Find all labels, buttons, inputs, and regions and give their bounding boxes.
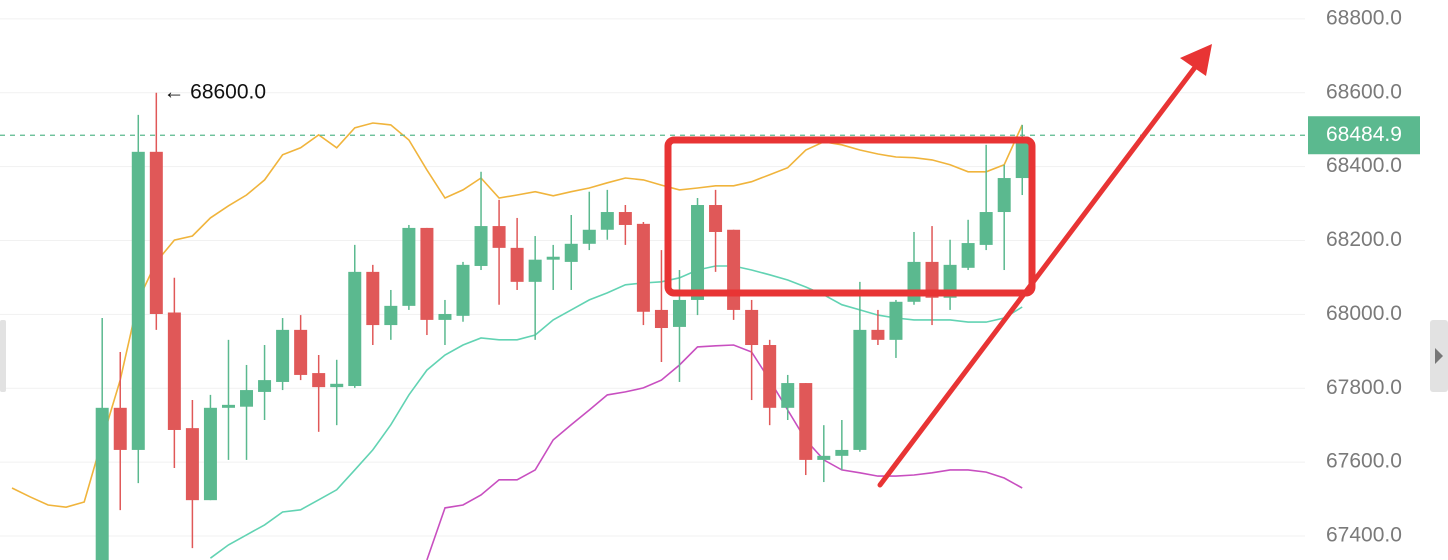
arrow-head: [1180, 44, 1212, 76]
annotation: ← 68600.0: [163, 80, 266, 103]
candle-body: [727, 229, 741, 310]
candle-body: [203, 407, 217, 501]
candle-body: [185, 428, 199, 501]
candle-body: [366, 271, 380, 326]
candle-body: [691, 205, 705, 300]
candle-body: [1015, 136, 1029, 179]
last-price-box: [1308, 116, 1420, 155]
y-tick-label: 68400.0: [1326, 154, 1402, 177]
candle-body: [835, 449, 849, 456]
candle-body: [474, 226, 488, 266]
indicator-line: [426, 344, 1023, 560]
grid: [0, 18, 1305, 537]
left-scroll-tab[interactable]: [0, 320, 6, 392]
candle-body: [420, 227, 434, 320]
y-tick-label: 67800.0: [1326, 376, 1402, 399]
y-tick-label: 67400.0: [1326, 524, 1402, 547]
candle-body: [510, 247, 524, 282]
candle-body: [925, 261, 939, 298]
candle-body: [456, 264, 470, 316]
candle-body: [294, 329, 308, 375]
right-scroll-icon: [1435, 348, 1443, 364]
candle-body: [492, 226, 506, 248]
y-tick-label: 68000.0: [1326, 302, 1402, 325]
candle-body: [871, 329, 885, 340]
candle-body: [889, 301, 903, 340]
candle-body: [564, 243, 578, 262]
candle-body: [221, 404, 235, 408]
y-tick-label: 68800.0: [1326, 6, 1402, 29]
candle-body: [979, 212, 993, 245]
candle-body: [113, 407, 127, 450]
indicator-line: [11, 122, 1023, 509]
candle-body: [402, 227, 416, 306]
candle-body: [600, 212, 614, 230]
y-tick-label: 68600.0: [1326, 80, 1402, 103]
candle-body: [384, 305, 398, 326]
candle-body: [95, 407, 109, 560]
plot-area: [0, 92, 1305, 560]
candle-body: [618, 212, 632, 225]
candle-body: [240, 390, 254, 407]
candle-body: [330, 383, 344, 388]
candle-body: [636, 223, 650, 312]
candle-body: [149, 151, 163, 314]
candle-body: [258, 380, 272, 392]
candle-body: [276, 329, 290, 382]
candle-body: [672, 299, 686, 327]
candle-body: [528, 259, 542, 282]
candle-body: [131, 151, 145, 450]
candle-body: [709, 205, 723, 232]
candle-body: [582, 229, 596, 244]
y-tick-label: 67600.0: [1326, 450, 1402, 473]
highlight-box: [664, 136, 1036, 297]
candle-body: [745, 309, 759, 346]
candle-body: [546, 256, 560, 260]
last-price-label: 68484.9: [1326, 123, 1402, 146]
candle-body: [312, 373, 326, 388]
candle-body: [799, 383, 813, 460]
candle-body: [781, 383, 795, 408]
candle-body: [348, 271, 362, 387]
trend-arrow: [877, 63, 1199, 488]
candle-body: [167, 312, 181, 430]
y-axis: 67400.0 67600.0 67800.0 68000.0 68200.0 68400…: [1326, 6, 1402, 546]
candle-body: [817, 455, 831, 460]
candle-body: [438, 313, 452, 320]
candle-body: [853, 329, 867, 450]
indicator-line: [209, 265, 1023, 559]
candle-body: [997, 178, 1011, 213]
y-tick-label: 68200.0: [1326, 228, 1402, 251]
candle-body: [961, 243, 975, 268]
candle-body: [763, 345, 777, 408]
candle-body: [654, 309, 668, 329]
